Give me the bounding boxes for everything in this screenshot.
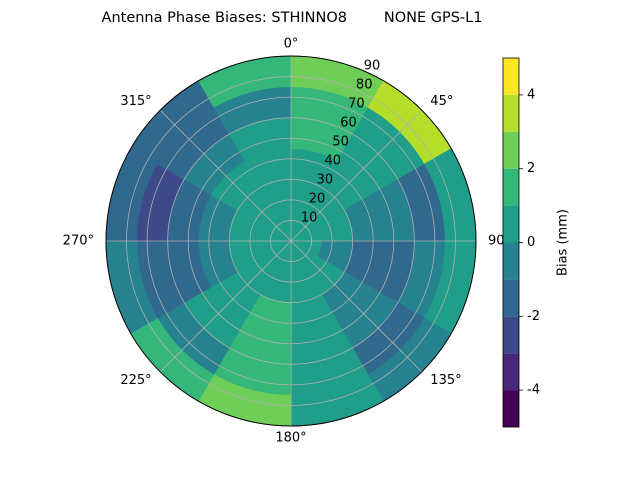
theta-tick-label: 135°	[430, 373, 461, 388]
theta-tick-label: 270°	[63, 234, 94, 249]
theta-tick-label: 315°	[120, 94, 151, 109]
r-tick-label: 90	[364, 59, 381, 74]
colorbar-band	[503, 131, 519, 169]
grid-spoke	[290, 240, 423, 373]
colorbar-band	[503, 242, 519, 280]
r-tick-label: 40	[324, 154, 341, 169]
theta-tick-label: 45°	[430, 94, 453, 109]
chart-title: Antenna Phase Biases: STHINNO8 NONE GPS-…	[102, 10, 483, 26]
colorbar-tick-label: -4	[527, 383, 540, 398]
colorbar-band	[503, 205, 519, 243]
colorbar-tick-label: 4	[527, 87, 535, 102]
colorbar-band	[503, 353, 519, 391]
colorbar-band	[503, 168, 519, 206]
r-tick-label: 70	[348, 97, 365, 112]
colorbar-band	[503, 94, 519, 132]
colorbar-label: Bias (mm)	[556, 209, 571, 276]
r-tick-label: 10	[301, 211, 318, 226]
colorbar-band	[503, 316, 519, 354]
theta-tick-label: 180°	[275, 431, 306, 446]
grid-spoke	[159, 109, 292, 242]
colorbar-band	[503, 390, 519, 427]
grid-spoke	[159, 240, 292, 373]
colorbar-tick-label: 2	[527, 161, 535, 176]
r-tick-label: 80	[356, 78, 373, 93]
grid-spoke	[290, 109, 423, 242]
colorbar-tick-label: -2	[527, 309, 540, 324]
colorbar-band	[503, 279, 519, 317]
polar-frame	[105, 55, 477, 427]
r-tick-label: 50	[332, 135, 349, 150]
r-tick-label: 60	[340, 116, 357, 131]
theta-tick-label: 0°	[284, 37, 299, 52]
colorbar-tick-label: 0	[527, 235, 535, 250]
r-tick-label: 20	[309, 192, 326, 207]
theta-tick-label: 225°	[120, 373, 151, 388]
colorbar-band	[503, 58, 519, 95]
r-tick-label: 30	[317, 173, 334, 188]
